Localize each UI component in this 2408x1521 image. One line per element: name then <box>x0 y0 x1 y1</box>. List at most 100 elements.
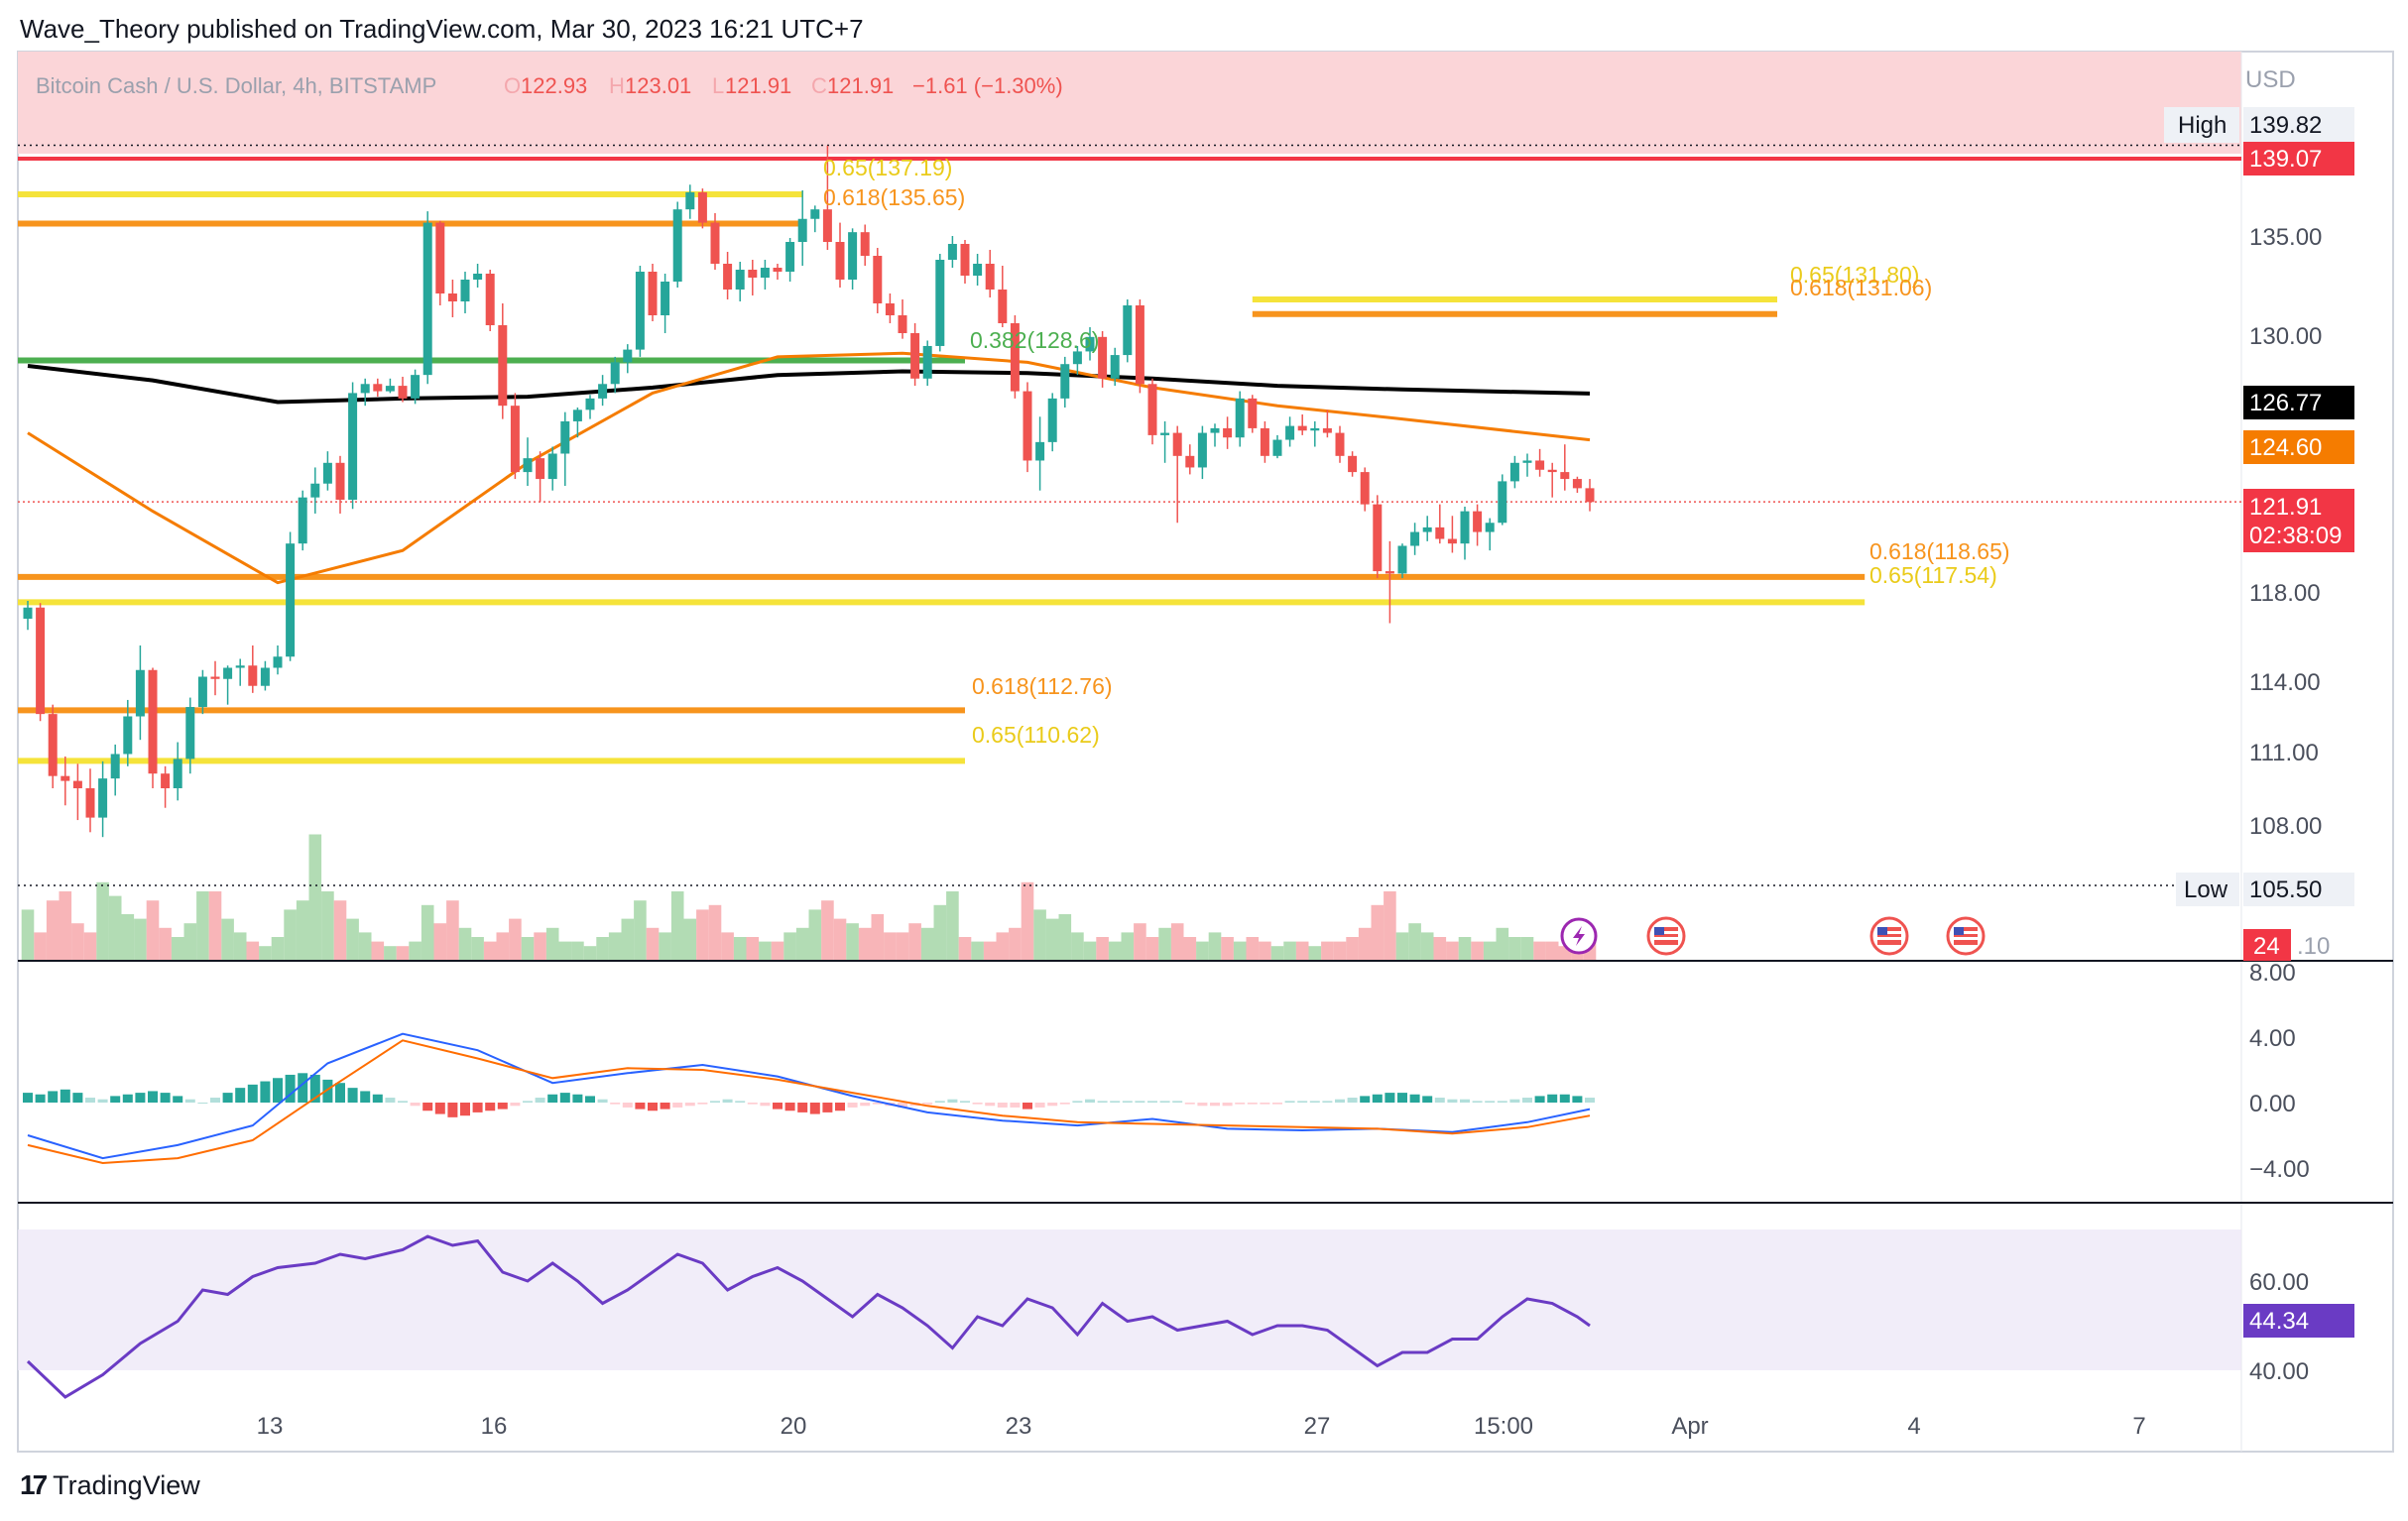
candle-body <box>1522 460 1532 463</box>
fib-label: 0.65(110.62) <box>972 722 1100 748</box>
volume-bar <box>596 937 609 960</box>
candle-body <box>1297 425 1307 431</box>
fib-label: 0.65(131.80) <box>1790 262 1919 288</box>
candle-body <box>286 543 296 657</box>
candle-body <box>985 264 995 290</box>
candle-body <box>1310 427 1320 431</box>
candle-body <box>398 386 408 399</box>
macd-histogram-bar <box>1147 1101 1157 1103</box>
candle-body <box>797 218 807 242</box>
macd-histogram-bar <box>1110 1101 1121 1103</box>
macd-histogram-bar <box>335 1083 345 1103</box>
volume-bar <box>1458 937 1472 960</box>
macd-histogram-bar <box>247 1084 258 1103</box>
candle-body <box>1147 384 1157 435</box>
us-flag-icon[interactable] <box>1646 916 1686 956</box>
macd-histogram-bar <box>822 1103 833 1112</box>
macd-histogram-bar <box>497 1103 508 1110</box>
candle-body <box>1010 323 1020 392</box>
volume-bar <box>1246 937 1260 960</box>
volume-bar <box>483 941 497 960</box>
volume-bar <box>1358 927 1372 960</box>
volume-bar <box>1433 937 1447 960</box>
volume-bar <box>46 900 60 960</box>
macd-histogram-bar <box>1409 1094 1420 1103</box>
volume-bar <box>409 941 421 960</box>
macd-histogram-bar <box>1559 1094 1570 1103</box>
candle-body <box>385 386 395 392</box>
macd-histogram-bar <box>860 1103 871 1107</box>
volume-bar <box>358 932 372 960</box>
volume-bar <box>183 923 197 960</box>
price-tick-label: 111.00 <box>2249 740 2319 766</box>
macd-histogram-bar <box>985 1103 996 1107</box>
macd-histogram-bar <box>760 1103 771 1107</box>
volume-bar <box>746 937 760 960</box>
macd-histogram-bar <box>1434 1098 1445 1103</box>
volume-bar <box>1096 937 1109 960</box>
macd-histogram-bar <box>1272 1103 1282 1105</box>
macd-histogram-bar <box>1322 1101 1333 1103</box>
macd-tick-label: −4.00 <box>2249 1156 2310 1183</box>
candle-body <box>723 264 733 290</box>
time-tick-label: 7 <box>2132 1413 2145 1440</box>
macd-histogram-bar <box>173 1096 183 1103</box>
candle-body <box>248 665 258 686</box>
candle-body <box>1210 427 1220 433</box>
low-tag: Low <box>2184 877 2228 903</box>
volume-bar <box>958 937 972 960</box>
macd-histogram-bar <box>235 1088 246 1103</box>
candle-body <box>260 667 270 686</box>
candle-body <box>1197 432 1207 468</box>
macd-histogram-bar <box>1247 1103 1258 1105</box>
macd-histogram-bar <box>1010 1103 1021 1108</box>
macd-histogram-bar <box>1222 1103 1233 1107</box>
candle-body <box>973 264 983 276</box>
volume-bar <box>670 891 684 960</box>
macd-histogram-bar <box>1309 1101 1320 1103</box>
time-tick-label: 16 <box>481 1413 508 1440</box>
candle-body <box>1572 479 1582 489</box>
candle-body <box>922 345 932 379</box>
volume-bar <box>896 932 909 960</box>
volume-bar <box>571 941 584 960</box>
tradingview-brand[interactable]: 17 TradingView <box>20 1469 200 1501</box>
volume-bar <box>721 932 734 960</box>
volume-bar <box>371 941 385 960</box>
candle-body <box>998 290 1008 323</box>
macd-histogram-bar <box>472 1103 483 1112</box>
candle-body <box>910 333 920 379</box>
candle-body <box>135 669 145 717</box>
macd-histogram-bar <box>222 1093 233 1103</box>
change-value: −1.61 (−1.30%) <box>912 73 1063 98</box>
candle-body <box>1135 305 1144 385</box>
publisher-line: Wave_Theory published on TradingView.com… <box>20 14 864 44</box>
us-flag-icon[interactable] <box>1946 916 1986 956</box>
candle-body <box>1322 427 1332 433</box>
macd-histogram-bar <box>197 1103 208 1104</box>
ma50-badge-bg <box>2243 430 2354 464</box>
macd-histogram-bar <box>1472 1101 1483 1103</box>
candle-body <box>785 242 795 272</box>
volume-bar <box>1083 941 1097 960</box>
high-tag: High <box>2178 112 2227 139</box>
us-flag-icon[interactable] <box>1869 916 1909 956</box>
symbol-title: Bitcoin Cash / U.S. Dollar, 4h, BITSTAMP <box>36 73 436 98</box>
tradingview-logo-icon: 17 <box>20 1469 48 1500</box>
macd-histogram-bar <box>898 1103 907 1108</box>
candle-body <box>1447 538 1457 544</box>
volume-bar <box>146 900 160 960</box>
lightning-icon[interactable] <box>1560 917 1598 955</box>
candle-body <box>197 676 207 708</box>
macd-histogram-bar <box>835 1103 845 1112</box>
macd-histogram-bar <box>747 1103 758 1105</box>
volume-bar <box>971 941 984 960</box>
volume-bar <box>321 891 334 960</box>
macd-histogram-bar <box>460 1103 470 1116</box>
macd-histogram-bar <box>97 1099 108 1103</box>
rsi-band <box>18 1229 2241 1370</box>
candle-body <box>1498 481 1507 524</box>
candle-body <box>1160 432 1170 435</box>
macd-histogram-bar <box>273 1078 283 1103</box>
